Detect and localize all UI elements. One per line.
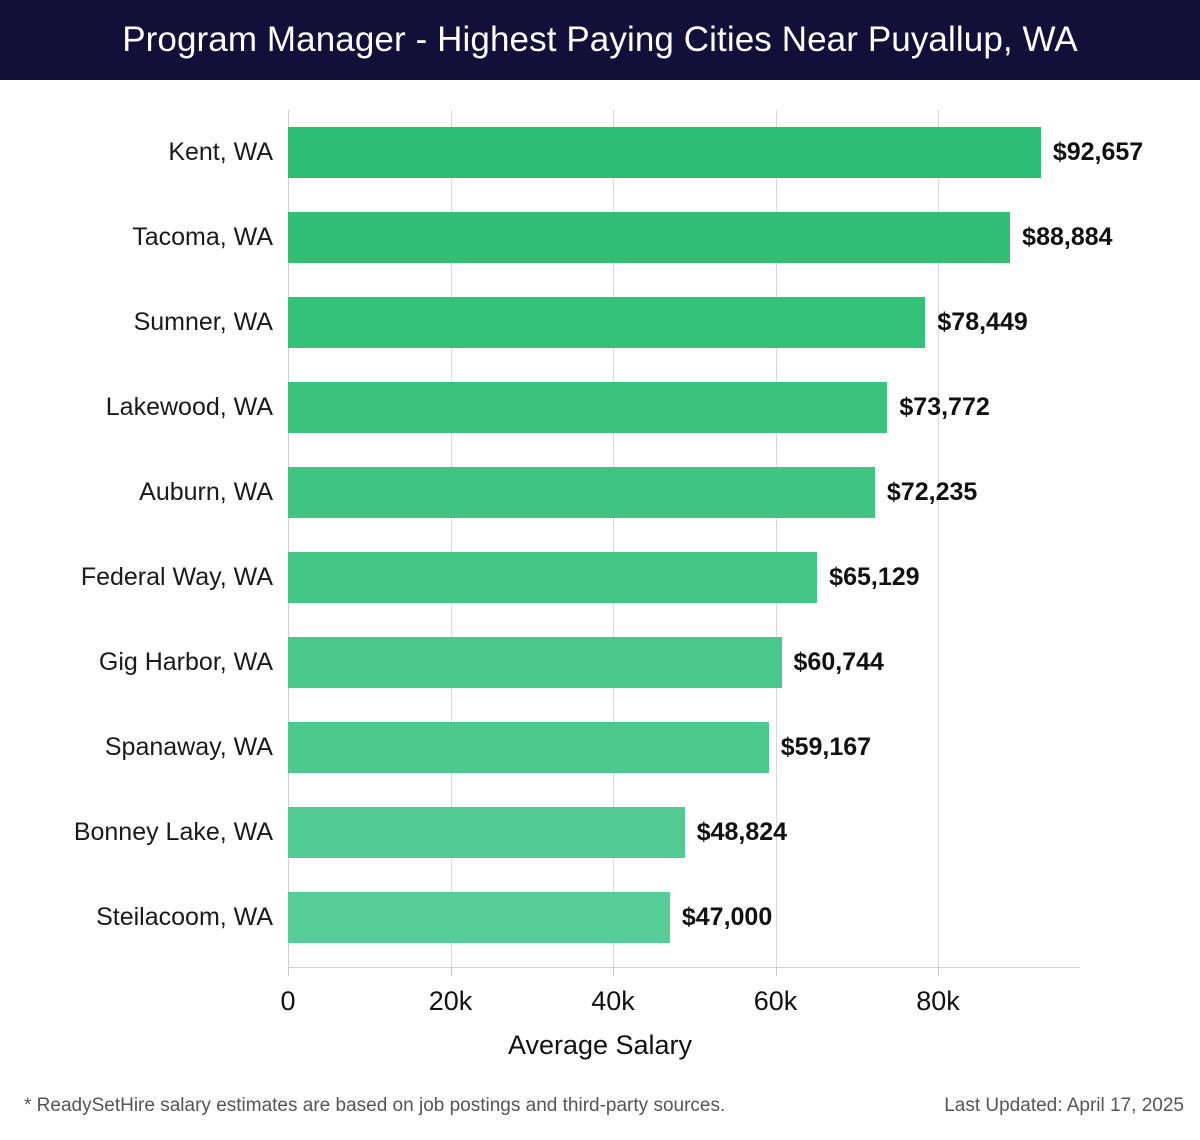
tick-mark-40k bbox=[613, 967, 614, 976]
bar-value-label: $78,449 bbox=[937, 308, 1028, 336]
chart-title-bar: Program Manager - Highest Paying Cities … bbox=[0, 0, 1200, 80]
bar-value-label: $88,884 bbox=[1022, 223, 1113, 251]
bar-row: Spanaway, WA $59,167 bbox=[105, 705, 1080, 790]
gridline-20k bbox=[450, 110, 452, 967]
bar[interactable] bbox=[288, 467, 875, 518]
page-title: Program Manager - Highest Paying Cities … bbox=[122, 20, 1078, 59]
bar-value-label: $92,657 bbox=[1052, 138, 1144, 166]
bar-value-label: $47,000 bbox=[681, 903, 773, 931]
bar[interactable] bbox=[288, 382, 888, 433]
bar[interactable] bbox=[288, 892, 670, 943]
bar[interactable] bbox=[288, 297, 926, 348]
bar-row: Bonney Lake, WA $48,824 bbox=[74, 790, 1080, 875]
bar-row: Federal Way, WA $65,129 bbox=[81, 535, 1080, 620]
category-label: Federal Way, WA bbox=[80, 563, 273, 591]
bar[interactable] bbox=[288, 807, 685, 858]
gridline-0 bbox=[288, 110, 289, 967]
bar-row: Kent, WA $92,657 bbox=[168, 110, 1143, 195]
tick-mark-20k bbox=[450, 967, 452, 976]
bar-value-label: $72,235 bbox=[886, 478, 978, 506]
bar[interactable] bbox=[288, 637, 782, 688]
bar[interactable] bbox=[288, 722, 769, 773]
category-label: Bonney Lake, WA bbox=[73, 818, 273, 846]
category-label: Sumner, WA bbox=[133, 308, 273, 336]
footer-last-updated: Last Updated: April 17, 2025 bbox=[944, 1095, 1184, 1116]
x-axis-line bbox=[288, 967, 1080, 968]
x-tick-label-0: 0 bbox=[280, 986, 296, 1016]
footer-disclaimer: * ReadySetHire salary estimates are base… bbox=[24, 1095, 726, 1116]
bar-row: Steilacoom, WA $47,000 bbox=[96, 875, 1080, 960]
x-axis-title: Average Salary bbox=[507, 1030, 693, 1060]
bar-row: Gig Harbor, WA $60,744 bbox=[99, 620, 1080, 705]
x-tick-label-40k: 40k bbox=[591, 986, 635, 1016]
category-label: Auburn, WA bbox=[139, 478, 273, 506]
category-label: Lakewood, WA bbox=[105, 393, 273, 421]
bar[interactable] bbox=[288, 552, 818, 603]
plot-area: Kent, WA $92,657 Tacoma, WA $88,884 Sumner, … bbox=[74, 110, 1143, 1016]
x-tick-label-60k: 60k bbox=[753, 986, 798, 1016]
category-label: Spanaway, WA bbox=[104, 733, 273, 761]
bar-value-label: $60,744 bbox=[793, 648, 884, 676]
tick-mark-60k bbox=[775, 967, 777, 976]
gridline-40k bbox=[613, 110, 614, 967]
category-label: Kent, WA bbox=[168, 138, 273, 166]
chart-footer: * ReadySetHire salary estimates are base… bbox=[0, 1095, 1200, 1125]
bar[interactable] bbox=[288, 127, 1041, 178]
bar-row: Sumner, WA $78,449 bbox=[134, 280, 1080, 365]
bar-row: Lakewood, WA $73,772 bbox=[106, 365, 1080, 450]
x-tick-label-20k: 20k bbox=[428, 986, 473, 1016]
category-label: Steilacoom, WA bbox=[96, 903, 273, 931]
bar[interactable] bbox=[288, 212, 1011, 263]
bar-value-label: $73,772 bbox=[899, 393, 990, 421]
category-label: Tacoma, WA bbox=[132, 223, 273, 251]
tick-mark-0 bbox=[288, 967, 289, 976]
gridline-80k bbox=[938, 110, 939, 967]
tick-mark-80k bbox=[938, 967, 939, 976]
bar-value-label: $65,129 bbox=[829, 563, 920, 591]
bar-value-label: $48,824 bbox=[696, 818, 788, 846]
category-label: Gig Harbor, WA bbox=[98, 648, 273, 676]
bar-row: Tacoma, WA $88,884 bbox=[132, 195, 1113, 280]
bar-row: Auburn, WA $72,235 bbox=[139, 450, 1080, 535]
gridline-60k bbox=[775, 110, 777, 967]
x-tick-label-80k: 80k bbox=[916, 986, 960, 1016]
bar-value-label: $59,167 bbox=[780, 733, 872, 761]
